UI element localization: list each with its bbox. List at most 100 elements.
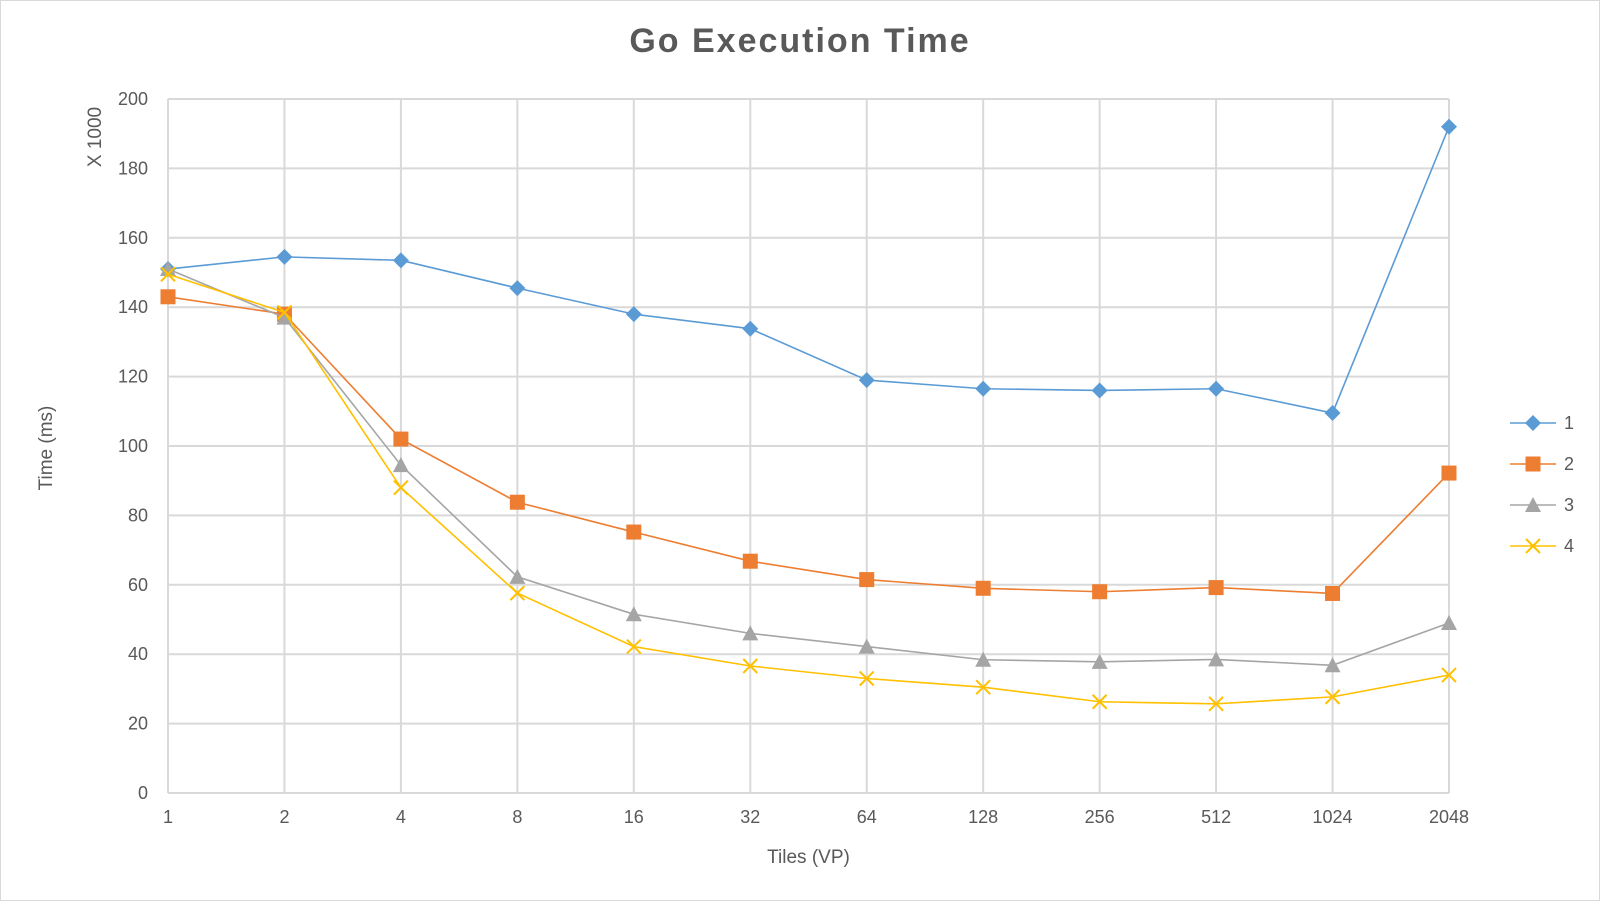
x-tick-label: 2 [279, 807, 289, 827]
data-point [1525, 497, 1541, 512]
y-tick-label: 160 [118, 228, 148, 248]
data-point [1092, 584, 1108, 600]
y-tick-label: 80 [128, 505, 148, 525]
x-tick-label: 1024 [1313, 807, 1353, 827]
x-tick-label: 64 [857, 807, 877, 827]
axes: 0 20 40 60 80 100 120 140 160 180 200 1 2 4 8 16 32 64 128… [118, 89, 1469, 827]
data-point [276, 304, 293, 321]
legend: 1 2 3 4 [1510, 413, 1574, 556]
y-tick-label: 200 [118, 89, 148, 109]
data-point [1324, 405, 1341, 422]
data-point [626, 638, 642, 655]
y-tick-label: 180 [118, 158, 148, 178]
data-point [742, 553, 758, 569]
data-point [742, 320, 759, 337]
legend-label: 1 [1564, 413, 1574, 433]
data-point [1441, 667, 1457, 683]
data-point [393, 479, 409, 496]
x-tick-label: 2048 [1429, 807, 1469, 827]
data-point [509, 494, 525, 510]
series-3 [160, 261, 1457, 673]
x-marker-stroke [160, 266, 176, 282]
legend-label: 3 [1564, 495, 1574, 515]
data-point [509, 280, 526, 297]
y-axis-multiplier-label: X 1000 [85, 107, 106, 167]
data-point [392, 252, 409, 269]
legend-item: 4 [1510, 536, 1574, 556]
series-line [167, 126, 1450, 414]
x-marker-stroke [1208, 696, 1224, 712]
data-point [1324, 689, 1341, 705]
data-point [858, 372, 875, 389]
series-4 [160, 266, 1457, 712]
x-marker-stroke [859, 670, 875, 687]
data-point [1441, 118, 1457, 135]
data-point [509, 585, 526, 601]
data-point [1441, 465, 1457, 481]
data-point [1208, 380, 1225, 397]
x-tick-label: 512 [1201, 807, 1231, 827]
series-line [167, 295, 1450, 595]
y-tick-label: 60 [128, 575, 148, 595]
y-tick-label: 20 [128, 714, 148, 734]
legend-item: 1 [1510, 413, 1574, 433]
y-axis-title: Time (ms) [36, 406, 57, 491]
x-marker-stroke [1091, 694, 1108, 710]
legend-item: 3 [1510, 495, 1574, 515]
data-point [276, 309, 293, 325]
data-point [1208, 651, 1225, 667]
data-point [975, 580, 991, 596]
data-point [1208, 696, 1224, 712]
y-tick-label: 100 [118, 436, 148, 456]
chart-title: Go Execution Time [629, 22, 971, 60]
data-point [742, 658, 758, 674]
data-point [1525, 456, 1541, 472]
x-marker-stroke [1525, 538, 1541, 554]
x-tick-label: 256 [1085, 807, 1115, 827]
data-point [160, 289, 176, 305]
series-2 [160, 289, 1457, 601]
legend-label: 4 [1564, 536, 1574, 556]
y-tick-label: 140 [118, 297, 148, 317]
data-point [859, 572, 875, 588]
x-marker-stroke [975, 679, 991, 695]
x-marker-stroke [626, 638, 642, 655]
data-point [1525, 415, 1541, 431]
data-point [160, 261, 176, 277]
x-marker-stroke [509, 585, 526, 601]
x-tick-label: 128 [968, 807, 998, 827]
y-tick-label: 40 [128, 644, 148, 664]
x-tick-label: 8 [512, 807, 522, 827]
x-marker-stroke [742, 658, 758, 674]
x-tick-label: 1 [163, 807, 173, 827]
legend-item: 2 [1510, 454, 1574, 474]
y-tick-label: 120 [118, 367, 148, 387]
data-point [859, 670, 875, 687]
x-marker-stroke [1324, 689, 1341, 705]
data-point [392, 457, 409, 473]
data-point [1091, 694, 1108, 710]
data-point [1208, 580, 1224, 596]
data-point [393, 431, 409, 447]
data-point [1091, 382, 1108, 399]
data-point [1441, 614, 1457, 630]
x-tick-label: 16 [624, 807, 644, 827]
data-point [276, 248, 293, 265]
x-marker-stroke [276, 304, 293, 321]
data-point [509, 568, 526, 584]
series-1 [160, 118, 1457, 422]
data-point [625, 606, 642, 622]
x-marker-stroke [1441, 667, 1457, 683]
data-point [1091, 653, 1108, 669]
data-point [742, 625, 759, 641]
data-point [975, 679, 991, 695]
x-tick-label: 32 [740, 807, 760, 827]
data-point [1324, 657, 1341, 673]
x-tick-label: 4 [396, 807, 406, 827]
y-tick-label: 0 [138, 783, 148, 803]
data-point [975, 380, 992, 397]
data-point [1525, 538, 1541, 554]
series-layer [160, 118, 1457, 712]
x-axis-title: Tiles (VP) [767, 847, 850, 868]
